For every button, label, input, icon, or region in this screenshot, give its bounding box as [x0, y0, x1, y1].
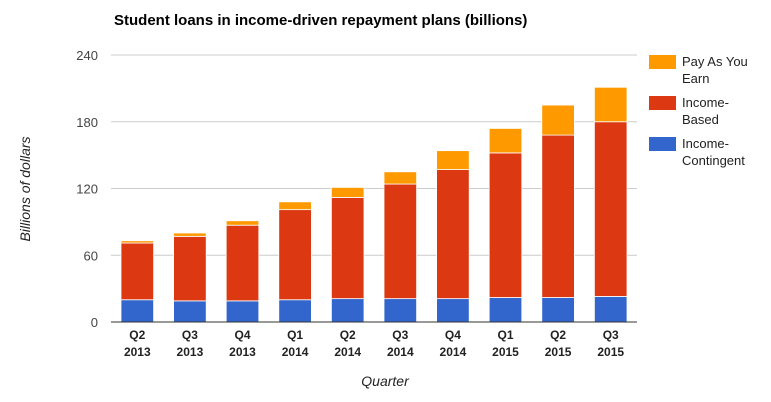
bar-segment [225, 224, 260, 302]
x-tick-label: Q2 [340, 328, 356, 342]
bar-segment [383, 171, 418, 185]
bar-segment [278, 209, 312, 301]
y-tick-label: 120 [76, 182, 98, 197]
bar-segment [330, 298, 365, 323]
bar-segment [593, 86, 628, 123]
legend-swatch [649, 55, 676, 69]
bar-segment [436, 169, 470, 300]
y-tick-label: 240 [76, 48, 98, 63]
x-tick-label: Q1 [287, 328, 303, 342]
chart-title: Student loans in income-driven repayment… [114, 12, 527, 29]
x-tick-label: 2014 [282, 345, 309, 359]
y-tick-label: 60 [84, 248, 98, 263]
bar-segment [330, 196, 365, 300]
bar-segment [593, 121, 628, 297]
bar-segment [488, 128, 523, 154]
x-tick-label: Q4 [234, 328, 250, 342]
x-axis-ticks: Q2 2013 Q3 2013 Q4 2013 Q1 2014 Q2 2014 Q3 2014 Q4 20… [124, 328, 624, 359]
legend-swatch [649, 96, 676, 110]
x-tick-label: 2015 [492, 345, 519, 359]
bar-segment [278, 201, 312, 211]
x-tick-label: 2014 [387, 345, 414, 359]
bar-segment [120, 240, 155, 244]
bar-segment [436, 150, 470, 170]
bar-segment [436, 298, 470, 323]
x-axis-label: Quarter [361, 373, 410, 389]
x-tick-label: 2013 [124, 345, 151, 359]
x-tick-label: 2013 [177, 345, 204, 359]
bar-segment [383, 183, 418, 300]
x-tick-label: 2015 [545, 345, 572, 359]
y-axis-label: Billions of dollars [17, 136, 33, 241]
bar-segment [225, 300, 260, 323]
bar-segment [383, 298, 418, 323]
bar-segment [225, 220, 260, 226]
bar-segment [593, 296, 628, 323]
bar-segment [120, 299, 155, 323]
x-tick-label: Q3 [182, 328, 198, 342]
legend-label: Income- [682, 95, 729, 110]
bar-segment [541, 134, 575, 298]
y-tick-label: 0 [91, 315, 98, 330]
bar-segment [330, 186, 365, 198]
legend-label: Contingent [682, 153, 745, 168]
bar-segment [173, 300, 207, 323]
legend-label: Earn [682, 71, 709, 86]
bar-segment [120, 242, 155, 301]
legend: Pay As You Earn Income- Based Income- Conting… [649, 54, 748, 168]
legend-swatch [649, 137, 676, 151]
x-tick-label: Q2 [550, 328, 566, 342]
bar-segment [278, 299, 312, 323]
x-tick-label: Q3 [603, 328, 619, 342]
x-tick-label: Q3 [392, 328, 408, 342]
x-tick-label: Q4 [445, 328, 461, 342]
x-tick-label: 2014 [334, 345, 361, 359]
bar-segment [488, 152, 523, 298]
x-tick-label: Q2 [129, 328, 145, 342]
bars [111, 86, 637, 323]
bar-segment [541, 104, 575, 136]
bar-segment [173, 235, 207, 302]
legend-label: Pay As You [682, 54, 748, 69]
bar-segment [173, 232, 207, 237]
x-tick-label: 2015 [597, 345, 624, 359]
bar-segment [541, 297, 575, 323]
x-tick-label: 2013 [229, 345, 256, 359]
x-tick-label: 2014 [440, 345, 467, 359]
legend-label: Income- [682, 136, 729, 151]
y-axis-ticks: 0 60 120 180 240 [76, 48, 98, 330]
y-tick-label: 180 [76, 115, 98, 130]
bar-segment [488, 297, 523, 323]
x-tick-label: Q1 [497, 328, 513, 342]
legend-label: Based [682, 112, 719, 127]
